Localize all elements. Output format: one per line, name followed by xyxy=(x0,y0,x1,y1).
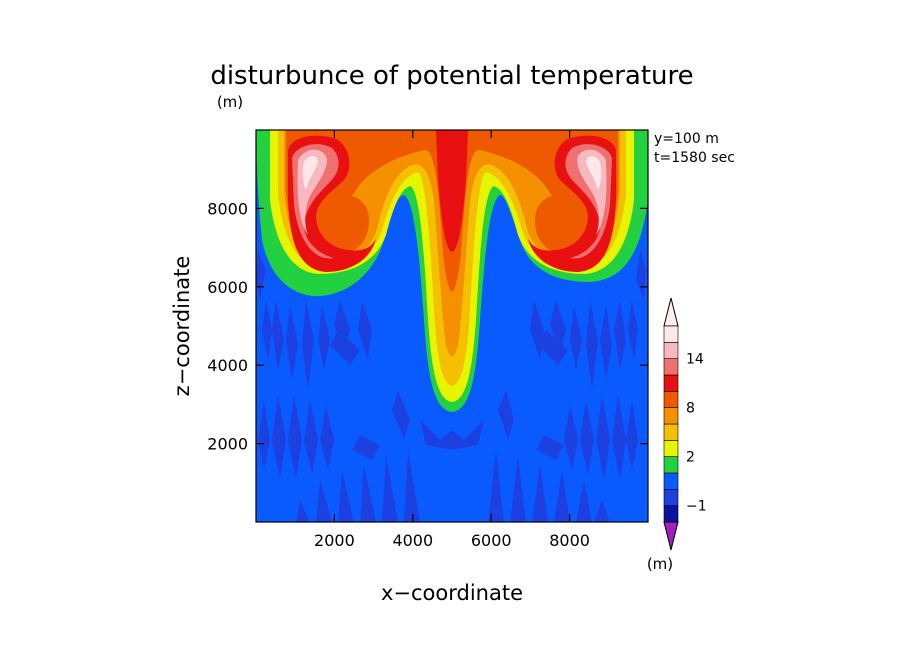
colorbar-box xyxy=(663,456,679,474)
contour-level-16-left xyxy=(302,156,318,190)
title-unit: (m) xyxy=(217,93,243,111)
colorbar-box xyxy=(663,374,679,392)
plot-frame xyxy=(255,129,649,523)
colorbar-tick-label: 2 xyxy=(686,450,695,466)
x-axis: 2000 4000 6000 8000 xyxy=(314,130,590,550)
y-axis-label: z−coordinate xyxy=(170,256,194,397)
contour-level-10-center xyxy=(436,130,468,252)
y-tick-label: 2000 xyxy=(207,435,248,454)
annotation-y: y=100 m xyxy=(654,131,719,147)
colorbar-tick-label: 14 xyxy=(686,352,704,368)
contour-level-16-right xyxy=(586,156,602,190)
colorbar-box xyxy=(663,440,679,457)
colorbar-box xyxy=(663,472,679,490)
x-tick-label: 6000 xyxy=(471,531,512,550)
y-tick-label: 6000 xyxy=(207,278,248,297)
colorbar-box xyxy=(663,489,679,506)
weak-negative-bands xyxy=(256,250,646,522)
x-tick-label: 2000 xyxy=(314,531,355,550)
colorbar-unit: (m) xyxy=(647,555,673,573)
y-tick-label: 4000 xyxy=(207,356,248,375)
colorbar-box xyxy=(663,423,679,441)
annotation-t: t=1580 sec xyxy=(654,150,735,166)
colorbar-top-triangle xyxy=(663,297,679,327)
colorbar-box xyxy=(663,505,679,523)
colorbar-box xyxy=(663,391,679,408)
colorbar-box xyxy=(663,342,679,359)
plot-area xyxy=(256,130,648,522)
y-tick-label: 8000 xyxy=(207,199,248,218)
x-tick-label: 4000 xyxy=(392,531,433,550)
colorbar-box xyxy=(663,358,679,376)
x-tick-label: 8000 xyxy=(549,531,590,550)
x-axis-label: x−coordinate xyxy=(381,581,523,605)
colorbar-tick-label: −1 xyxy=(686,499,707,515)
colorbar: −1 2 8 14 xyxy=(663,297,707,551)
chart-title: disturbunce of potential temperature xyxy=(210,61,693,91)
y-axis: 2000 4000 6000 8000 xyxy=(207,199,648,454)
colorbar-tick-label: 8 xyxy=(686,401,695,417)
colorbar-bottom-triangle xyxy=(663,521,679,551)
colorbar-box xyxy=(663,325,679,343)
colorbar-box xyxy=(663,407,679,425)
